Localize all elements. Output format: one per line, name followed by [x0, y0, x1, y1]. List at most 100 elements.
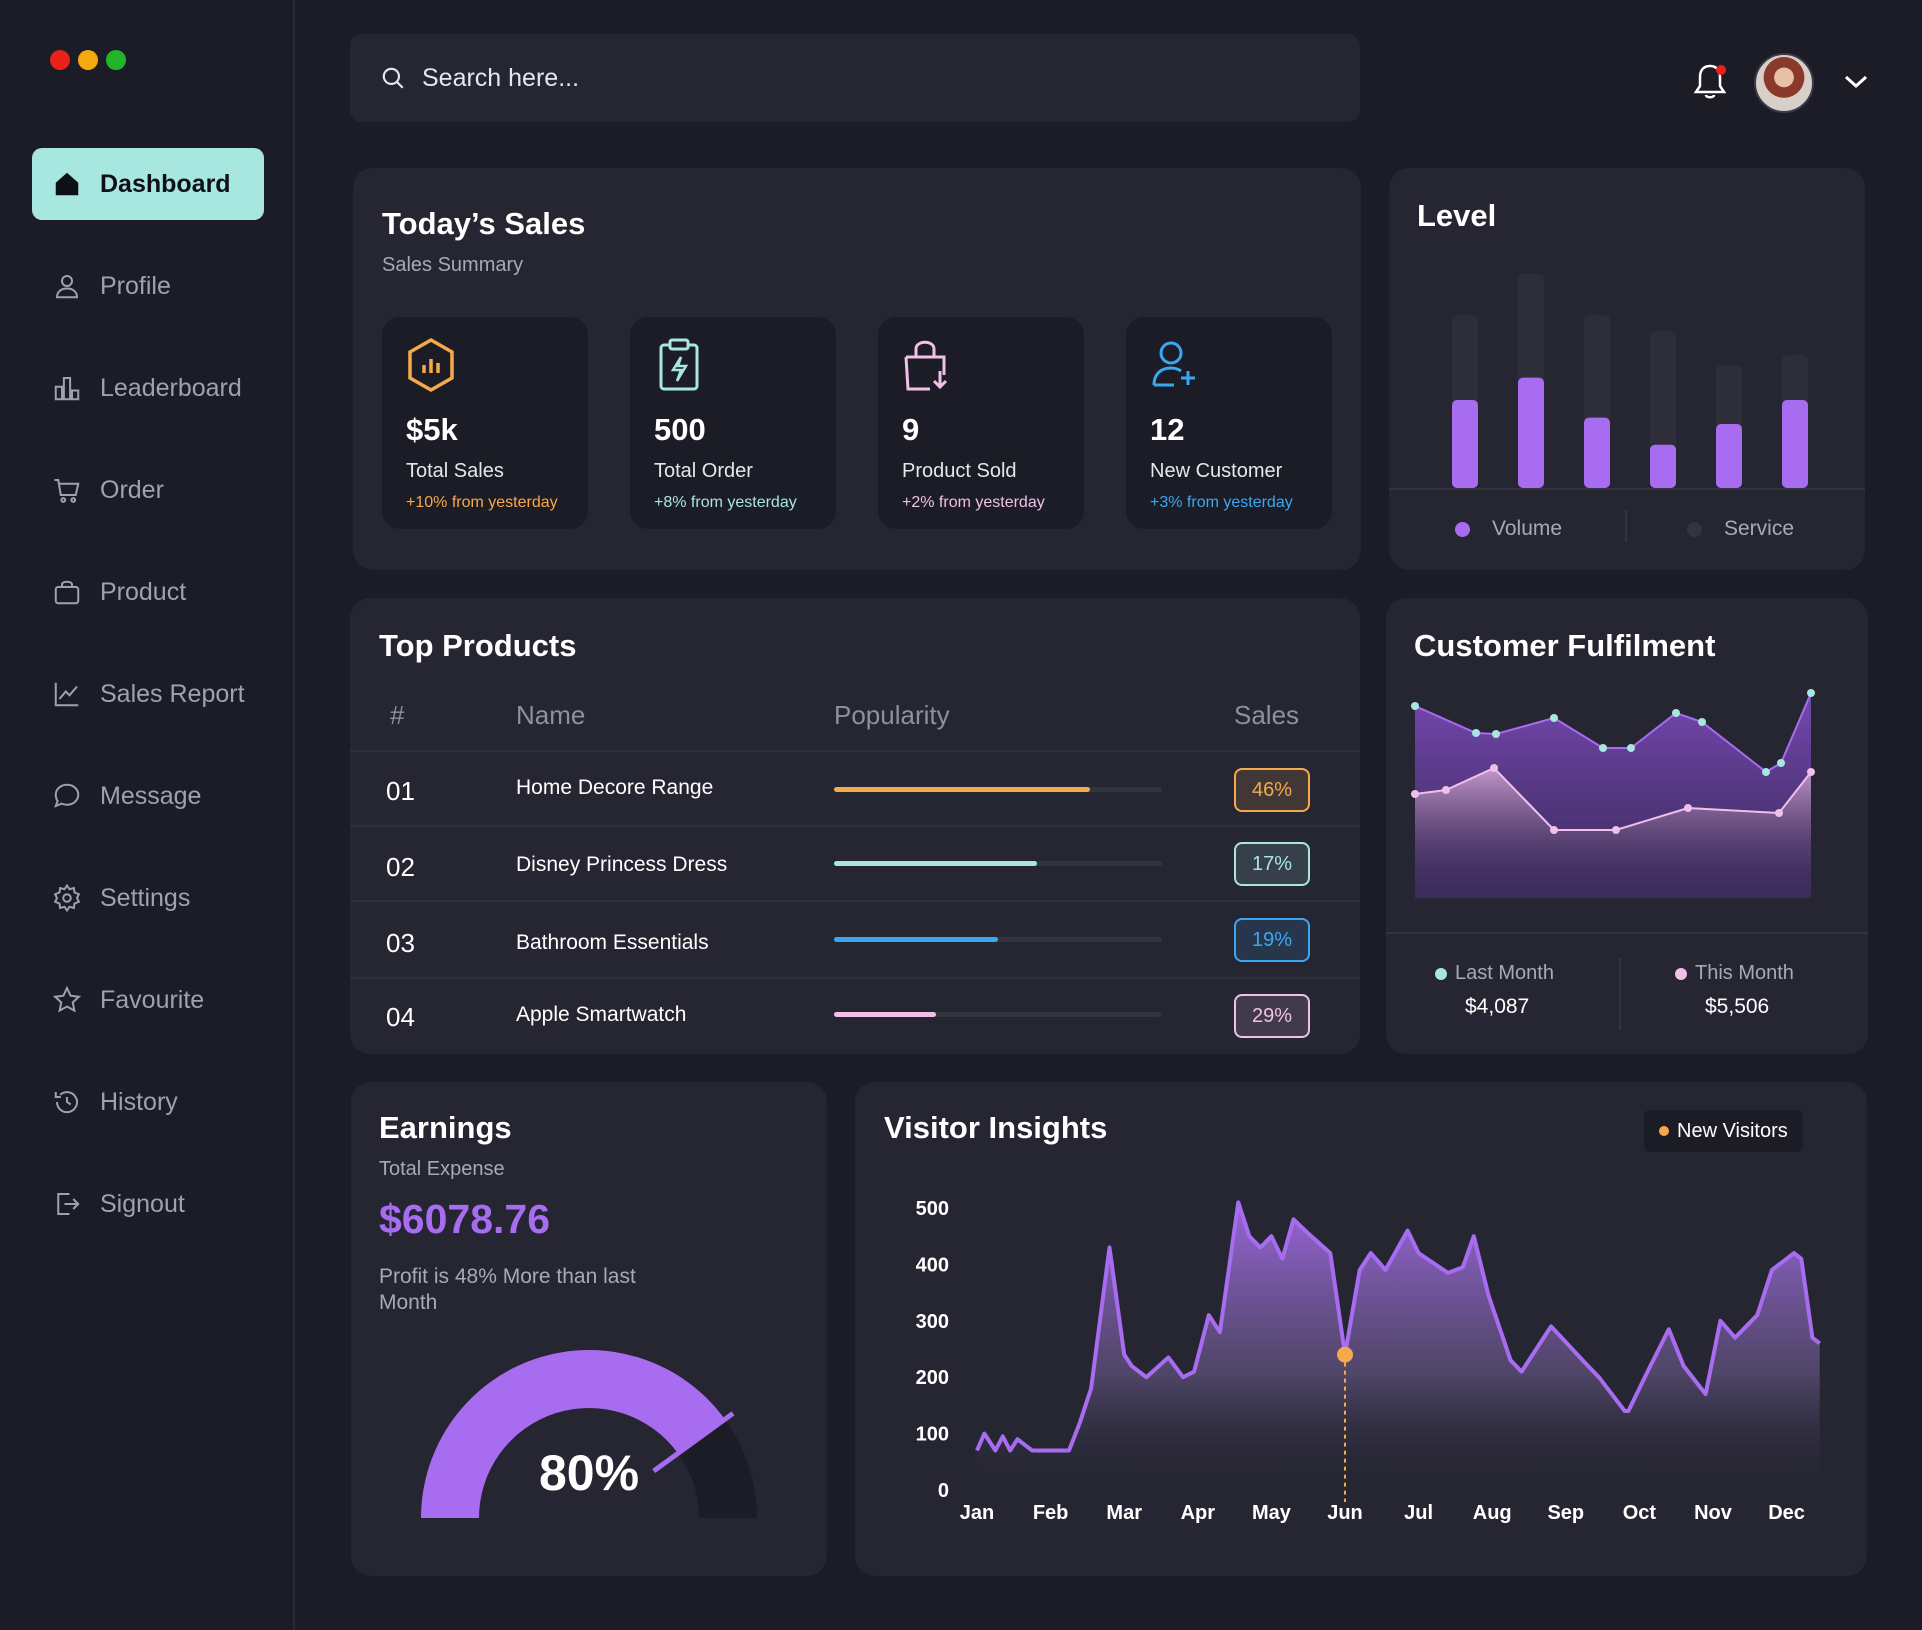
kpi-total-sales[interactable]: $5k Total Sales +10% from yesterday — [382, 317, 588, 529]
last-month-points — [1411, 764, 1815, 834]
gauge-percent: 80% — [538, 1445, 640, 1501]
customer-fulfilment-card: Customer Fulfilment Last Month $4,087 — [1386, 598, 1868, 1054]
this-month-value: $5,506 — [1705, 995, 1770, 1018]
leaderboard-icon — [54, 377, 80, 401]
minimize-dot[interactable] — [78, 50, 98, 70]
visitor-area-chart: 500 400 300 200 100 0 Jan Feb Mar Apr May Jun Jul Au… — [916, 1198, 1821, 1524]
legend-label: Volume — [1492, 517, 1563, 540]
card-title: Visitor Insights — [884, 1110, 1108, 1145]
search-icon — [382, 67, 404, 89]
product-name: Disney Princess Dress — [516, 853, 728, 876]
kpi-change: +10% from yesterday — [406, 494, 558, 511]
popularity-bar — [834, 787, 1162, 792]
bag-icon — [54, 580, 80, 605]
kpi-label: Total Order — [654, 460, 753, 482]
earnings-gauge — [421, 1350, 757, 1518]
x-tick-label: Dec — [1768, 1502, 1805, 1524]
gauge-fill — [421, 1350, 725, 1518]
clipboard-icon — [659, 338, 699, 391]
sidebar-item-favourite[interactable]: Favourite — [32, 964, 264, 1036]
sidebar-item-profile[interactable]: Profile — [32, 250, 264, 322]
this-month-points — [1411, 689, 1815, 776]
shopping-bag-icon — [904, 340, 948, 391]
card-title: Today’s Sales — [382, 206, 586, 241]
x-tick-label: Apr — [1181, 1502, 1216, 1524]
notification-dot — [1716, 65, 1726, 75]
fulfilment-area-chart — [1386, 689, 1868, 1030]
x-tick-label: Jun — [1327, 1502, 1363, 1524]
kpi-label: New Customer — [1150, 460, 1283, 482]
search-bar[interactable] — [350, 34, 1360, 122]
visitors-area — [977, 1202, 1820, 1490]
popularity-fill — [834, 787, 1090, 792]
y-tick-label: 100 — [916, 1424, 949, 1446]
kpi-value: 9 — [902, 412, 920, 447]
sales-badge: 29% — [1234, 994, 1310, 1038]
y-tick-label: 0 — [938, 1480, 949, 1502]
row-number: 01 — [386, 776, 415, 806]
divider — [350, 900, 1360, 902]
product-name: Home Decore Range — [516, 776, 714, 799]
kpi-product-sold[interactable]: 9 Product Sold +2% from yesterday — [878, 317, 1084, 529]
legend-dot — [1435, 967, 1447, 980]
legend-last-month: Last Month — [1435, 962, 1554, 985]
kpi-value: $5k — [406, 412, 458, 447]
maximize-dot[interactable] — [106, 50, 126, 70]
window-controls — [50, 50, 126, 70]
divider — [350, 750, 1360, 752]
y-tick-label: 200 — [916, 1367, 949, 1389]
message-icon — [54, 783, 80, 808]
add-user-icon — [1152, 341, 1195, 387]
home-icon — [55, 172, 79, 196]
popularity-fill — [834, 861, 1038, 866]
volume-bar — [1716, 424, 1742, 488]
bell-icon[interactable] — [1692, 62, 1728, 102]
cart-icon — [54, 479, 80, 503]
history-icon — [54, 1091, 78, 1114]
legend-label: Last Month — [1455, 962, 1554, 984]
legend-label: This Month — [1695, 962, 1794, 984]
sidebar-item-signout[interactable]: Signout — [32, 1168, 264, 1240]
sidebar-item-settings[interactable]: Settings — [32, 862, 264, 934]
sidebar-item-order[interactable]: Order — [32, 454, 264, 526]
sidebar-item-sales-report[interactable]: Sales Report — [32, 658, 264, 730]
y-tick-label: 500 — [916, 1198, 949, 1220]
earnings-note-line: Profit is 48% More than last — [379, 1265, 636, 1288]
x-tick-label: May — [1252, 1502, 1292, 1524]
sidebar-item-history[interactable]: History — [32, 1066, 264, 1138]
chevron-down-icon[interactable] — [1843, 72, 1869, 92]
gauge-marker — [652, 1411, 735, 1473]
card-title: Top Products — [379, 628, 577, 663]
kpi-new-customer[interactable]: 12 New Customer +3% from yesterday — [1126, 317, 1332, 529]
sidebar-item-message[interactable]: Message — [32, 760, 264, 832]
gear-icon — [53, 883, 81, 913]
sidebar-item-label: Signout — [100, 1189, 185, 1218]
sidebar-item-dashboard[interactable]: Dashboard — [32, 148, 264, 220]
popularity-bar — [834, 937, 1162, 942]
close-dot[interactable] — [50, 50, 70, 70]
legend-service: Service — [1687, 517, 1794, 541]
volume-bar — [1518, 377, 1544, 488]
avatar[interactable] — [1754, 53, 1814, 113]
sidebar-item-label: Favourite — [100, 985, 205, 1014]
table-header-sales: Sales — [1234, 700, 1300, 730]
sidebar-item-label: Profile — [100, 271, 171, 300]
sidebar-item-product[interactable]: Product — [32, 556, 264, 628]
legend-dot — [1675, 967, 1687, 980]
volume-bar — [1650, 444, 1676, 488]
sidebar: Dashboard Profile Leaderboard Order Prod… — [0, 0, 295, 1630]
popularity-bar — [834, 1012, 1162, 1017]
x-tick-label: Aug — [1473, 1502, 1512, 1524]
row-number: 02 — [386, 852, 415, 882]
legend-new-visitors[interactable]: New Visitors — [1644, 1110, 1803, 1152]
kpi-total-order[interactable]: 500 Total Order +8% from yesterday — [630, 317, 836, 529]
kpi-value: 12 — [1150, 412, 1185, 447]
sales-hexagon-icon — [408, 337, 454, 393]
sidebar-item-label: Message — [100, 781, 202, 810]
sidebar-item-label: Leaderboard — [100, 373, 242, 402]
volume-bar — [1782, 400, 1808, 488]
highlight-point[interactable] — [1337, 1346, 1353, 1363]
line-chart-icon — [54, 682, 79, 707]
search-input[interactable] — [422, 63, 1222, 93]
sidebar-item-leaderboard[interactable]: Leaderboard — [32, 352, 264, 424]
